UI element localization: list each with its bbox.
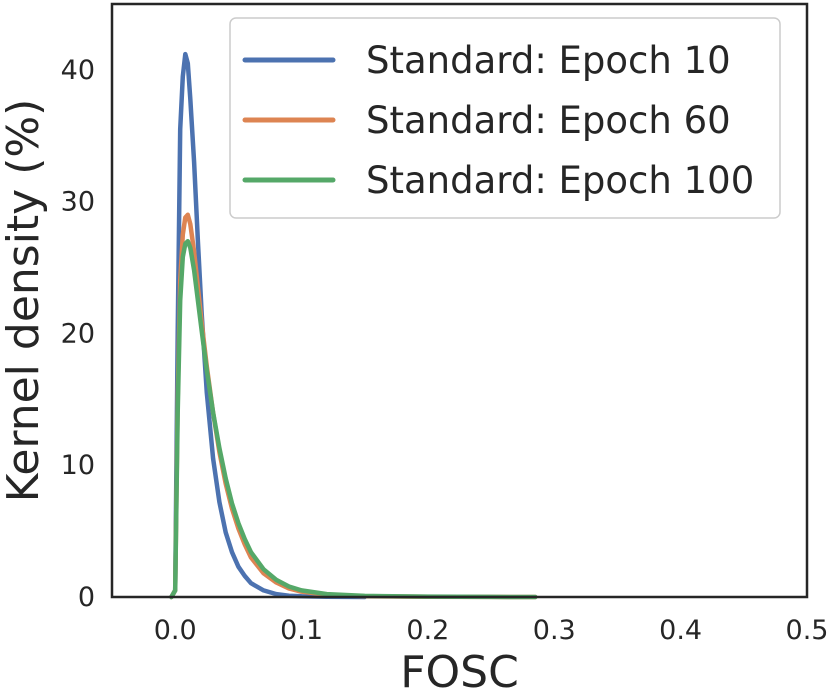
- y-tick-label: 10: [61, 450, 95, 481]
- legend: Standard: Epoch 10 Standard: Epoch 60 Stan…: [229, 17, 781, 219]
- legend-label: Standard: Epoch 100: [366, 159, 754, 202]
- y-axis-ticks: 0 10 20 30 40: [61, 55, 95, 613]
- series-line-3: [169, 238, 538, 600]
- plot-content: [169, 51, 538, 600]
- legend-label: Standard: Epoch 10: [366, 39, 731, 82]
- series-line-1: [169, 51, 367, 600]
- x-tick-label: 0.3: [533, 615, 576, 646]
- x-tick-label: 0.5: [786, 615, 829, 646]
- x-tick-label: 0.1: [280, 615, 323, 646]
- legend-box: [229, 17, 781, 219]
- x-tick-label: 0.2: [406, 615, 449, 646]
- y-tick-label: 40: [61, 55, 95, 86]
- x-axis-label: FOSC: [400, 647, 519, 690]
- legend-label: Standard: Epoch 60: [366, 99, 731, 142]
- y-tick-label: 20: [61, 318, 95, 349]
- y-axis-label: Kernel density (%): [0, 99, 49, 503]
- plot-frame: [110, 2, 809, 599]
- y-tick-label: 30: [61, 187, 95, 218]
- y-tick-label: 0: [78, 582, 95, 613]
- x-axis-ticks: 0.0 0.1 0.2 0.3 0.4 0.5: [154, 615, 829, 646]
- x-tick-label: 0.0: [154, 615, 197, 646]
- x-tick-label: 0.4: [659, 615, 702, 646]
